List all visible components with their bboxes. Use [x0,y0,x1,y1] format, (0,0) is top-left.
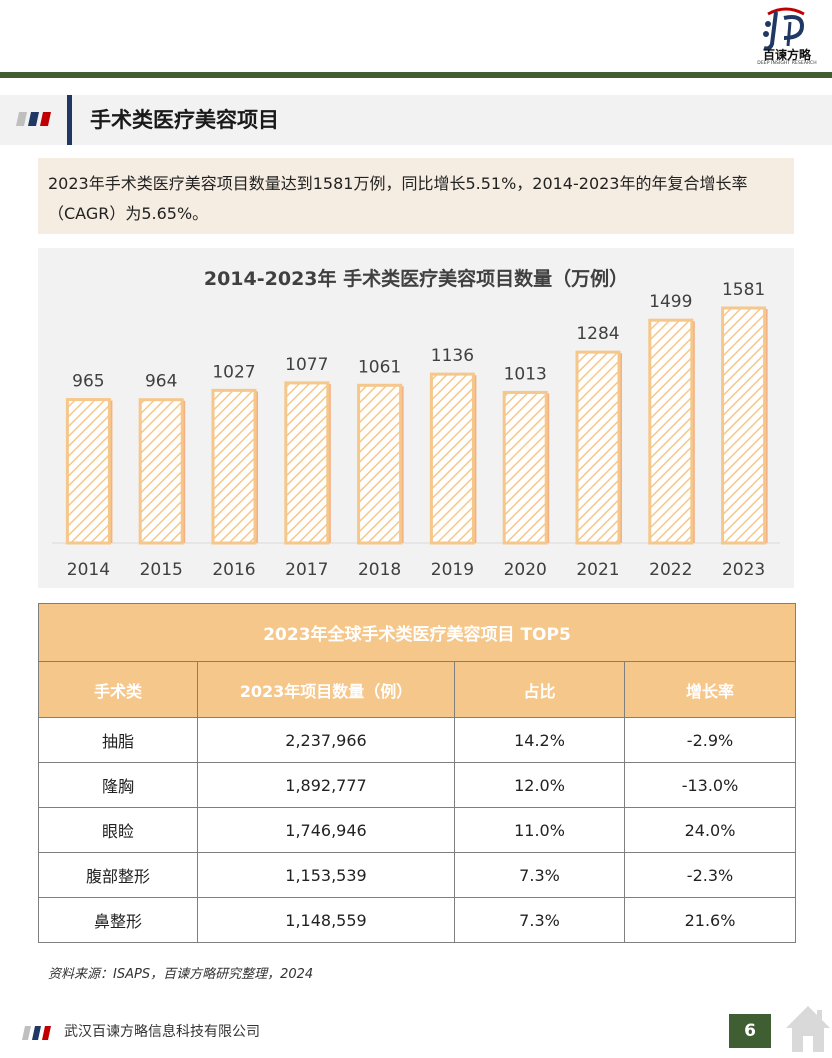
cell-share: 12.0% [454,762,625,808]
cell-growth: -2.3% [623,852,797,898]
data-label-2016: 1027 [212,362,255,382]
bar-2014 [65,398,111,545]
summary-text: 2023年手术类医疗美容项目数量达到1581万例，同比增长5.51%，2014-… [48,174,748,223]
footer-company: 武汉百谏方略信息科技有限公司 [64,1024,260,1040]
bar-2017 [284,381,330,545]
cell-growth: -2.9% [623,717,797,763]
summary-box: 2023年手术类医疗美容项目数量达到1581万例，同比增长5.51%，2014-… [38,158,794,234]
cell-count: 1,153,539 [197,852,455,898]
cell-growth: 21.6% [623,897,797,943]
x-tick-label-2018: 2018 [358,560,401,580]
tricolor-stripes-icon [22,1026,51,1040]
cell-count: 1,892,777 [197,762,455,808]
bar-2022 [648,318,694,545]
data-label-2014: 965 [72,372,104,392]
cell-share: 11.0% [454,807,625,853]
cell-share: 14.2% [454,717,625,763]
cell-count: 1,148,559 [197,897,455,943]
bar-2018 [357,383,403,545]
tricolor-stripes-icon [16,112,51,126]
cell-procedure: 眼睑 [38,807,198,853]
x-tick-label-2020: 2020 [504,560,547,580]
section-header: 手术类医疗美容项目 [0,95,832,145]
col-header-share: 占比 [454,661,625,718]
bar-chart: 2014-2023年 手术类医疗美容项目数量（万例） 965 2014 964 201… [52,267,780,580]
table-row: 鼻整形 1,148,559 7.3% 21.6% [38,897,797,943]
bar-2015 [138,398,184,545]
bar-2016 [211,388,257,545]
table-row: 眼睑 1,746,946 11.0% 24.0% [38,807,797,853]
cell-count: 2,237,966 [197,717,455,763]
x-tick-label-2014: 2014 [67,560,110,580]
bar-chart-panel: 2014-2023年 手术类医疗美容项目数量（万例） 965 2014 964 201… [38,248,794,588]
x-tick-label-2016: 2016 [212,560,255,580]
source-note: 资料来源：ISAPS，百谏方略研究整理，2024 [48,967,314,982]
data-label-2022: 1499 [649,292,692,312]
table-row: 隆胸 1,892,777 12.0% -13.0% [38,762,797,808]
data-label-2015: 964 [145,372,177,392]
bar-series: 965 2014 964 2015 1027 2016 1077 2017 1061 2018 11… [65,280,768,580]
brand-logo-icon [763,7,805,51]
x-tick-label-2021: 2021 [576,560,619,580]
table-row: 抽脂 2,237,966 14.2% -2.9% [38,717,797,763]
col-header-procedure: 手术类 [38,661,198,718]
data-label-2020: 1013 [504,364,547,384]
header-rule [0,72,832,78]
data-label-2018: 1061 [358,357,401,377]
top5-table: 2023年全球手术类医疗美容项目 TOP5 手术类 2023年项目数量（例） 占… [37,603,797,943]
x-tick-label-2022: 2022 [649,560,692,580]
cell-count: 1,746,946 [197,807,455,853]
data-label-2017: 1077 [285,355,328,375]
table-caption: 2023年全球手术类医疗美容项目 TOP5 [37,603,797,662]
data-label-2019: 1136 [431,346,474,366]
cell-growth: -13.0% [623,762,797,808]
bar-2019 [429,372,475,545]
bar-2020 [502,390,548,545]
data-label-2021: 1284 [576,324,619,344]
bar-2021 [575,350,621,545]
x-tick-label-2015: 2015 [140,560,183,580]
cell-procedure: 隆胸 [38,762,198,808]
chart-title: 2014-2023年 手术类医疗美容项目数量（万例） [204,267,628,290]
section-accent-bar [67,95,72,145]
cell-share: 7.3% [454,897,625,943]
col-header-growth: 增长率 [623,661,797,718]
data-label-2023: 1581 [722,280,765,300]
cell-share: 7.3% [454,852,625,898]
cell-procedure: 鼻整形 [38,897,198,943]
table-row: 腹部整形 1,153,539 7.3% -2.3% [38,852,797,898]
col-header-count: 2023年项目数量（例） [197,661,455,718]
home-icon[interactable] [784,1000,832,1056]
x-tick-label-2019: 2019 [431,560,474,580]
page-number: 6 [729,1014,771,1048]
x-tick-label-2023: 2023 [722,560,765,580]
x-tick-label-2017: 2017 [285,560,328,580]
cell-procedure: 抽脂 [38,717,198,763]
brand-name: 百谏方略 [762,48,811,62]
cell-procedure: 腹部整形 [38,852,198,898]
cell-growth: 24.0% [623,807,797,853]
bar-2023 [721,306,767,545]
section-title: 手术类医疗美容项目 [90,108,279,132]
brand-tagline: DEEP INSIGHT RESEARCH [757,61,817,66]
